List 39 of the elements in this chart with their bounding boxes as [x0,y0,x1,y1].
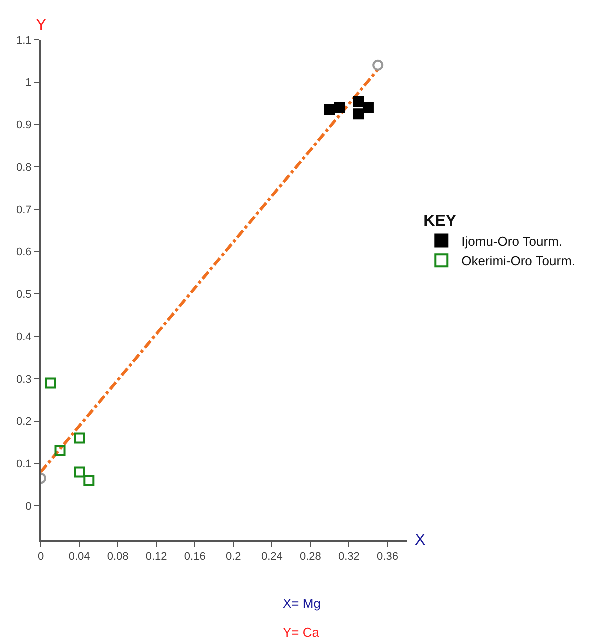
y-tick-label: 0 [26,500,32,513]
point [84,475,95,486]
y-tick-label: 0.4 [16,331,32,344]
y-tick-label: 0.2 [16,416,32,428]
x-axis-title: X [415,532,426,549]
legend-title: KEY [424,212,457,230]
y-axis-title: Y [36,17,47,34]
y-tick-label: 0.5 [16,289,32,302]
point [353,96,364,107]
legend-label: Okerimi-Oro Tourm. [462,254,576,269]
point [74,466,86,478]
legend-label: Ijomu-Oro Tourm. [462,234,563,249]
point [362,102,374,114]
y-tick-label: 0.8 [16,162,32,174]
point [324,104,336,116]
point [54,446,66,457]
text: X= Mg [283,596,321,611]
x-tick-label: 0 [38,551,44,564]
x-tick-label: 0.04 [68,551,90,564]
point [74,432,86,444]
y-tick-label: 1.1 [16,34,32,47]
y-tick-label: 0.3 [16,374,32,386]
x-tick-label: 0.32 [338,551,360,564]
x-tick-label: 0.2 [226,551,242,564]
x-tick-label: 0.12 [146,551,168,564]
x-tick-label: 0.16 [184,551,206,564]
point [353,108,364,120]
y-tick-label: 0.7 [16,204,32,216]
y-tick-label: 0.9 [16,120,32,132]
text: Y= Ca [283,625,320,640]
y-tick-label: 0.6 [16,246,32,259]
point [45,378,56,389]
y-tick-label: 0.1 [16,458,32,471]
x-tick-label: 0.08 [107,551,129,564]
point [334,102,346,114]
x-tick-label: 0.28 [300,551,322,564]
y-tick-label: 1 [26,77,32,90]
x-tick-label: 0.36 [377,551,398,564]
x-tick-label: 0.24 [261,551,283,564]
